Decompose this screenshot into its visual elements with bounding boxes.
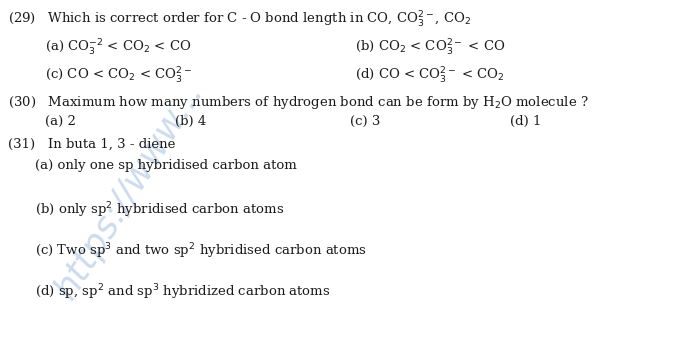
Text: (a) CO$_3^{-2}$ < CO$_2$ < CO: (a) CO$_3^{-2}$ < CO$_2$ < CO [45, 38, 191, 58]
Text: (a) 2: (a) 2 [45, 115, 76, 128]
Text: (b) CO$_2$ < CO$_3^{2-}$ < CO: (b) CO$_2$ < CO$_3^{2-}$ < CO [355, 38, 506, 58]
Text: (d) CO < CO$_3^{2-}$ < CO$_2$: (d) CO < CO$_3^{2-}$ < CO$_2$ [355, 66, 505, 86]
Text: (d) 1: (d) 1 [510, 115, 542, 128]
Text: (29)   Which is correct order for C - O bond length in CO, CO$_3^{2-}$, CO$_2$: (29) Which is correct order for C - O bo… [8, 10, 471, 30]
Text: (d) sp, sp$^2$ and sp$^3$ hybridized carbon atoms: (d) sp, sp$^2$ and sp$^3$ hybridized car… [35, 282, 331, 302]
Text: (30)   Maximum how many numbers of hydrogen bond can be form by H$_2$O molecule : (30) Maximum how many numbers of hydroge… [8, 94, 589, 111]
Text: (c) CO < CO$_2$ < CO$_3^{2-}$: (c) CO < CO$_2$ < CO$_3^{2-}$ [45, 66, 192, 86]
Text: (c) 3: (c) 3 [350, 115, 380, 128]
Text: (b) 4: (b) 4 [175, 115, 206, 128]
Text: (a) only one sp hybridised carbon atom: (a) only one sp hybridised carbon atom [35, 159, 297, 172]
Text: (31)   In buta 1, 3 - diene: (31) In buta 1, 3 - diene [8, 138, 175, 151]
Text: (b) only sp$^2$ hybridised carbon atoms: (b) only sp$^2$ hybridised carbon atoms [35, 200, 284, 219]
Text: (c) Two sp$^3$ and two sp$^2$ hybridised carbon atoms: (c) Two sp$^3$ and two sp$^2$ hybridised… [35, 241, 367, 261]
Text: https://www...: https://www... [50, 75, 210, 305]
